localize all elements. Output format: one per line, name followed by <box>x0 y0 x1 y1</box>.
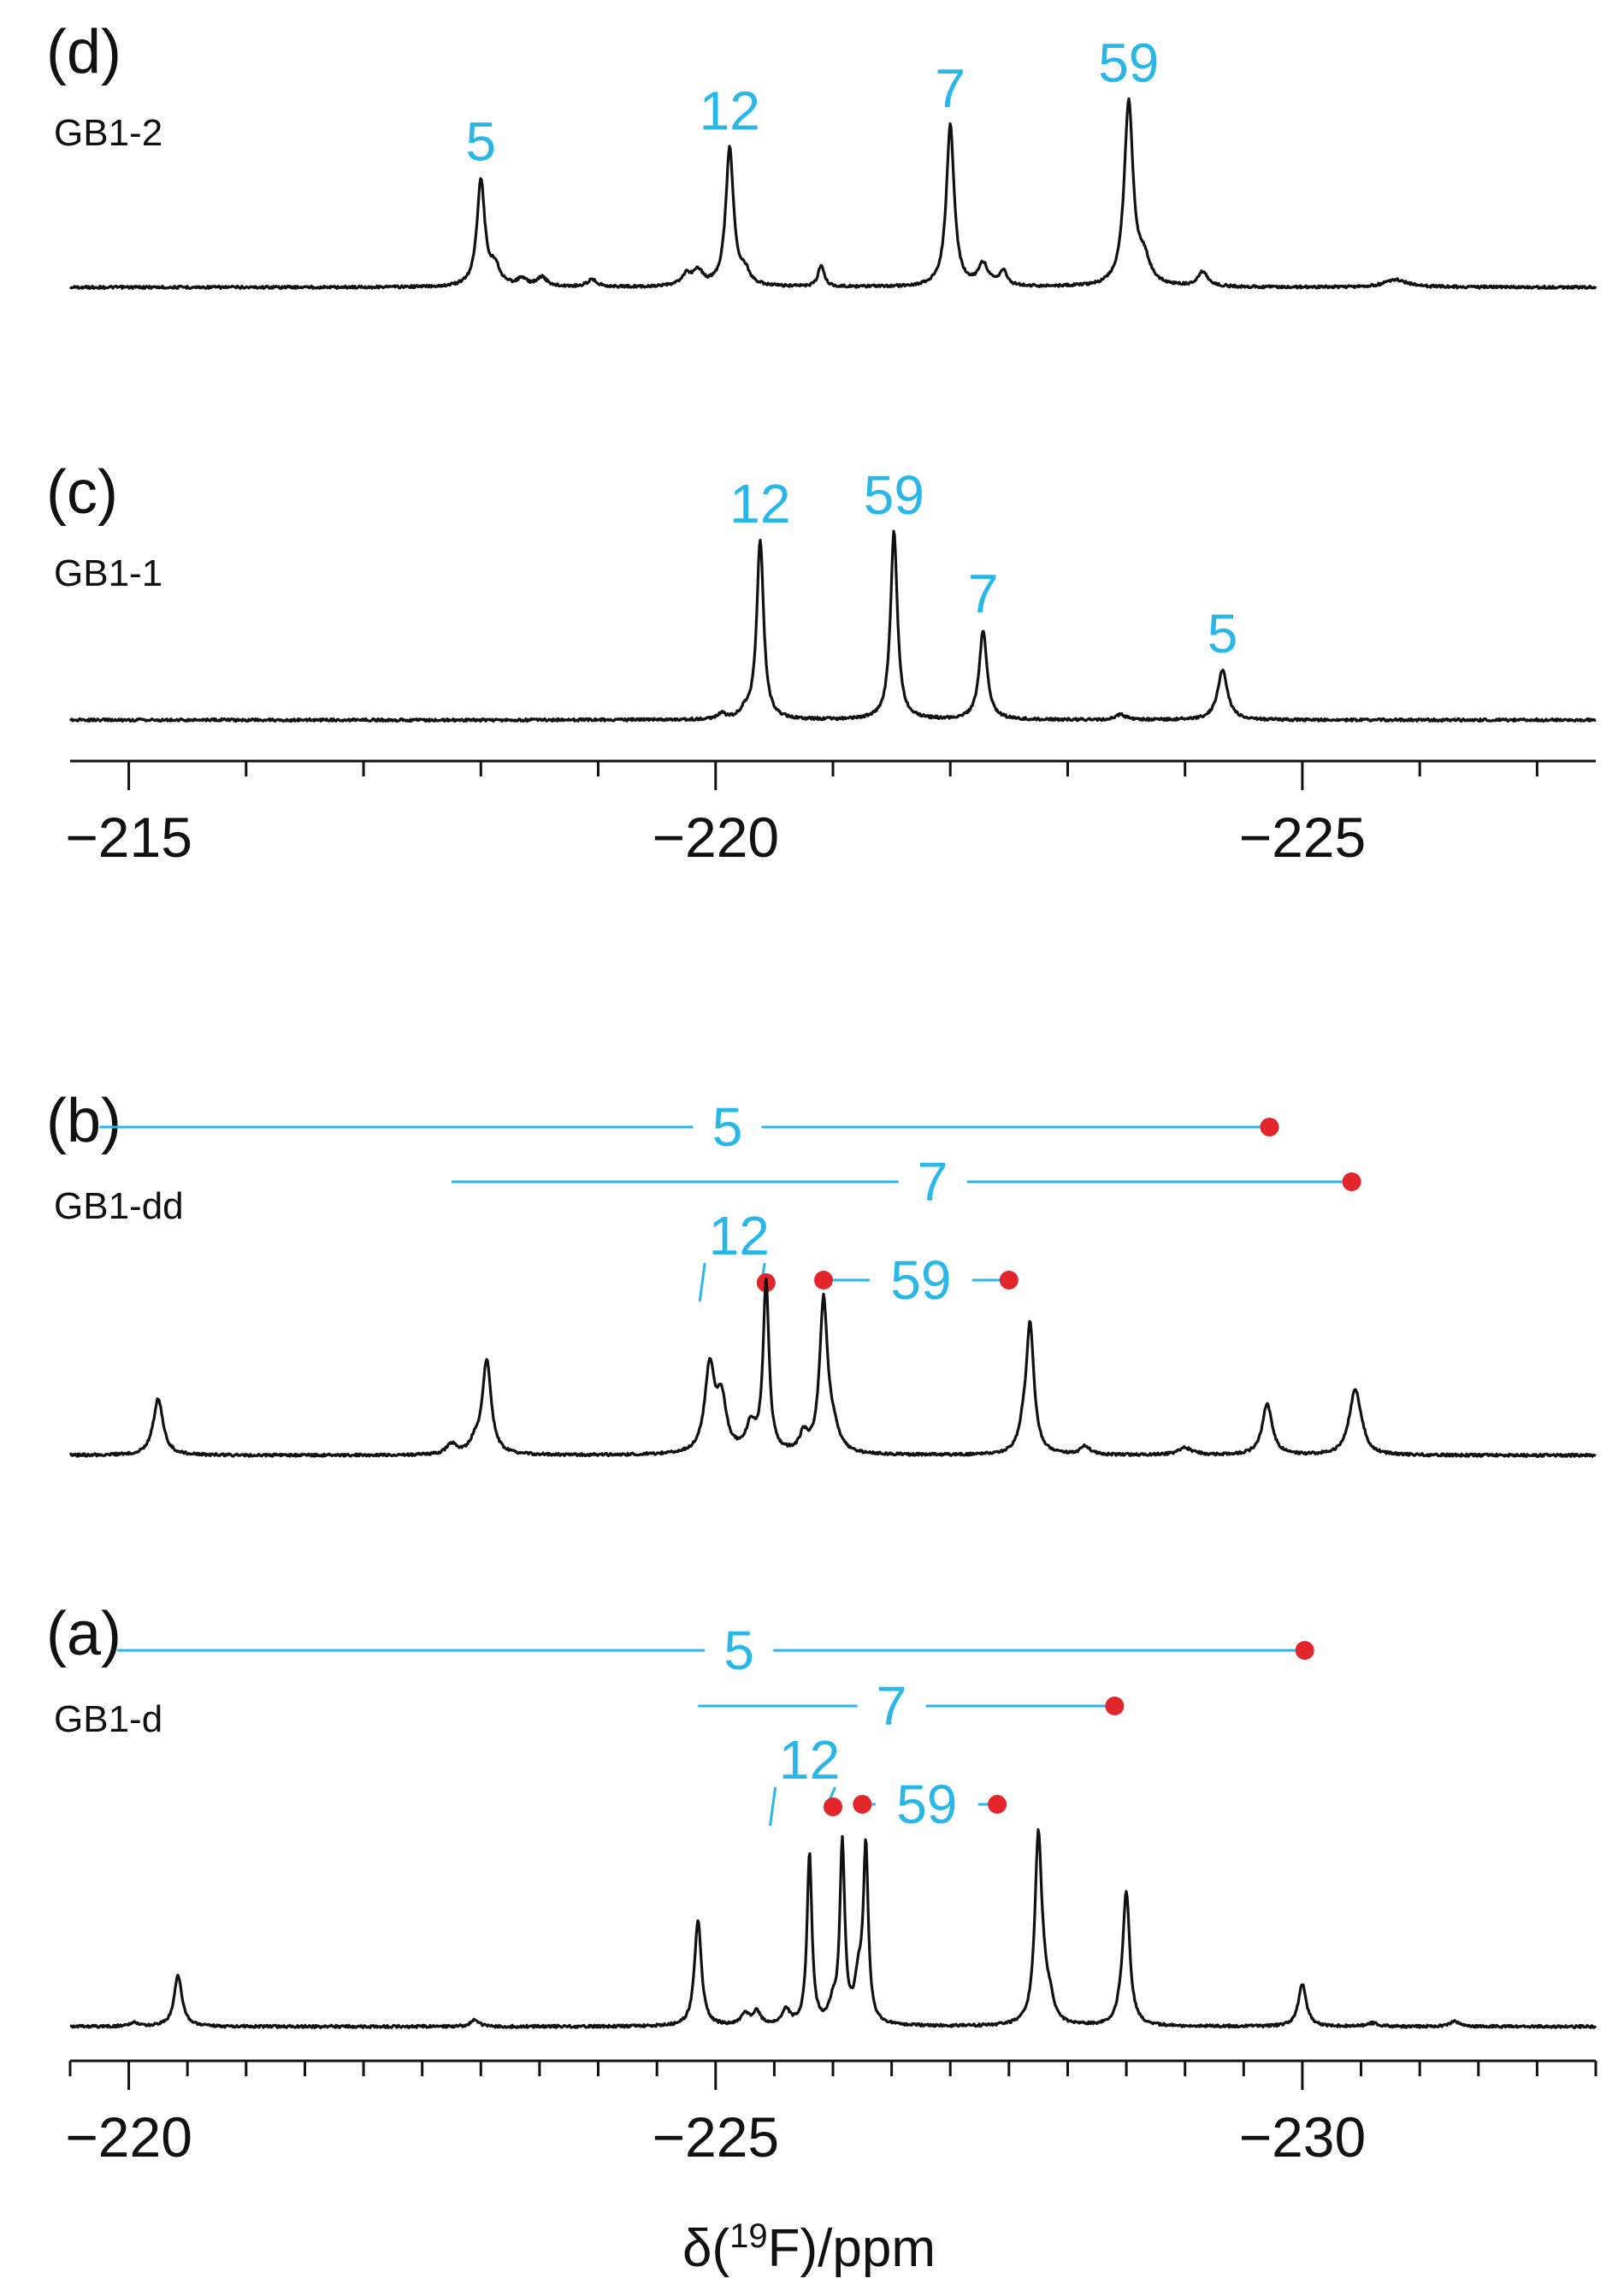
assign-marker-b-2 <box>999 1271 1019 1290</box>
assignments-a: 5 7 59 12 <box>116 1620 1314 1835</box>
peak-label-d-0: 5 <box>466 111 497 173</box>
assign-label-a-1: 7 <box>877 1675 907 1737</box>
assign-label-b-0: 5 <box>712 1096 743 1158</box>
assign-bracket-b-3 <box>698 1262 706 1302</box>
assign-marker-a-3 <box>824 1797 842 1816</box>
spectrum-trace-d <box>68 97 1597 290</box>
spectrum-trace-a <box>69 1828 1597 2029</box>
spectrum-trace-b <box>68 1277 1597 1458</box>
panel-b-letter: (b) <box>46 1087 121 1155</box>
x-axis-title-superscript: 19 <box>729 2217 768 2255</box>
tick-label-a-2: −230 <box>1239 2105 1367 2169</box>
panel-d-letter: (d) <box>46 18 121 86</box>
x-axis-title: δ(19F)/ppm <box>682 2217 936 2278</box>
tick-label-a-1: −225 <box>652 2105 779 2169</box>
panel-a-sample-name: GB1-d <box>54 1698 162 1740</box>
peak-label-c-1: 59 <box>864 464 924 526</box>
assign-label-a-2: 59 <box>896 1774 957 1835</box>
assign-marker-b-0 <box>1260 1118 1279 1136</box>
assign-marker-b-1 <box>1342 1172 1361 1191</box>
x-axis-bottom: −220 −225 −230 <box>65 2059 1597 2169</box>
peak-label-c-3: 5 <box>1208 603 1238 664</box>
panel-c-letter: (c) <box>46 458 118 527</box>
panel-b: (b) GB1-dd 5 7 59 12 <box>46 1087 1597 1458</box>
assign-label-a-3: 12 <box>779 1729 840 1791</box>
assign-bracket-a-3 <box>769 1786 777 1827</box>
assign-marker-a-59-start <box>853 1795 872 1814</box>
assign-bracket-b-3-b <box>761 1262 766 1277</box>
peak-label-d-1: 12 <box>700 80 760 142</box>
spectrum-trace-c <box>68 529 1597 723</box>
tick-label-c-0: −215 <box>65 806 192 869</box>
panel-c-sample-name: GB1-1 <box>54 552 162 594</box>
assign-label-b-3: 12 <box>709 1205 770 1266</box>
assign-label-b-2: 59 <box>890 1249 951 1311</box>
tick-label-c-1: −220 <box>652 806 779 869</box>
panel-b-sample-name: GB1-dd <box>54 1185 184 1227</box>
panel-d-sample-name: GB1-2 <box>54 112 162 154</box>
assign-marker-a-2 <box>988 1795 1007 1814</box>
assign-label-b-1: 7 <box>918 1151 948 1213</box>
tick-label-a-0: −220 <box>65 2105 192 2169</box>
assign-label-a-0: 5 <box>723 1620 754 1681</box>
peak-labels-d: 5 12 7 59 <box>466 32 1160 173</box>
assign-marker-b-59-start <box>814 1271 833 1290</box>
peak-label-d-2: 7 <box>935 58 965 120</box>
panel-a: (a) GB1-d 5 7 59 12 <box>46 1600 1597 2029</box>
peak-label-c-0: 12 <box>729 473 790 534</box>
x-axis-title-prefix: δ( <box>682 2219 730 2278</box>
assign-marker-a-1 <box>1105 1697 1125 1715</box>
panel-c: (c) GB1-1 12 59 7 5 <box>46 458 1597 723</box>
panel-a-letter: (a) <box>46 1600 121 1668</box>
panel-d: (d) GB1-2 5 12 7 59 <box>46 18 1597 290</box>
peak-label-d-3: 59 <box>1098 32 1159 94</box>
x-axis-top: −215 −220 −225 <box>65 759 1596 869</box>
x-axis-title-suffix: F)/ppm <box>768 2219 936 2278</box>
peak-labels-c: 12 59 7 5 <box>729 464 1237 664</box>
assign-marker-a-0 <box>1295 1641 1314 1660</box>
peak-label-c-2: 7 <box>968 563 999 624</box>
tick-label-c-2: −225 <box>1239 806 1367 869</box>
assignments-b: 5 7 59 12 <box>99 1096 1361 1311</box>
